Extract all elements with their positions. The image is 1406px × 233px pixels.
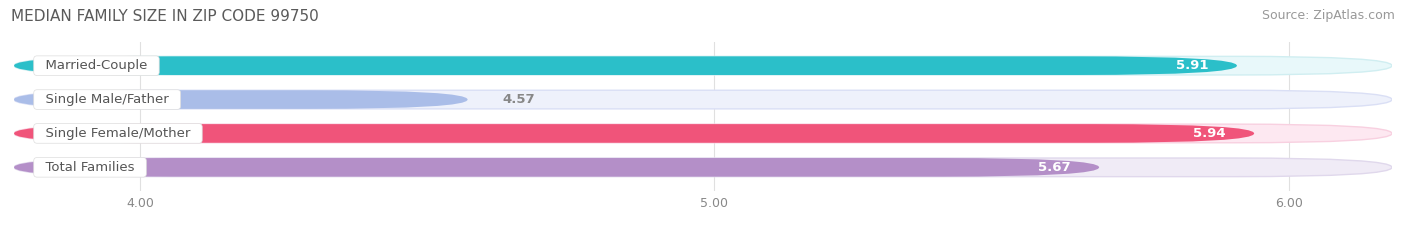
Text: 4.57: 4.57 bbox=[502, 93, 534, 106]
Text: Total Families: Total Families bbox=[37, 161, 143, 174]
Text: Source: ZipAtlas.com: Source: ZipAtlas.com bbox=[1261, 9, 1395, 22]
FancyBboxPatch shape bbox=[14, 56, 1392, 75]
FancyBboxPatch shape bbox=[14, 56, 1237, 75]
FancyBboxPatch shape bbox=[14, 124, 1392, 143]
Text: 5.91: 5.91 bbox=[1175, 59, 1208, 72]
FancyBboxPatch shape bbox=[14, 124, 1254, 143]
FancyBboxPatch shape bbox=[14, 158, 1099, 177]
Text: Single Male/Father: Single Male/Father bbox=[37, 93, 177, 106]
Text: MEDIAN FAMILY SIZE IN ZIP CODE 99750: MEDIAN FAMILY SIZE IN ZIP CODE 99750 bbox=[11, 9, 319, 24]
Text: Single Female/Mother: Single Female/Mother bbox=[37, 127, 198, 140]
FancyBboxPatch shape bbox=[14, 158, 1392, 177]
Text: Married-Couple: Married-Couple bbox=[37, 59, 156, 72]
Text: 5.67: 5.67 bbox=[1038, 161, 1070, 174]
FancyBboxPatch shape bbox=[14, 90, 1392, 109]
FancyBboxPatch shape bbox=[14, 90, 468, 109]
Text: 5.94: 5.94 bbox=[1192, 127, 1226, 140]
